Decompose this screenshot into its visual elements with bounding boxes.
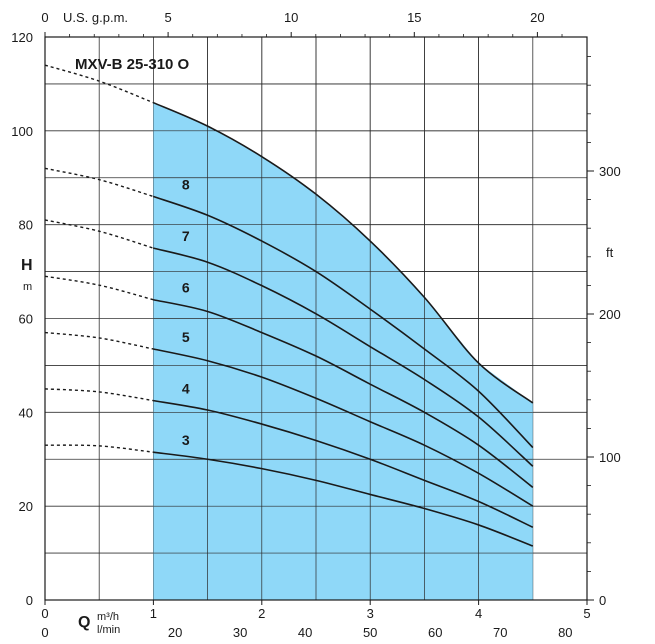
y-tick-label: 60 — [19, 312, 33, 327]
lpm-tick-label: 50 — [363, 625, 377, 640]
y-axis-symbol: H — [21, 257, 33, 274]
x-tick-label: 4 — [475, 606, 482, 621]
x-axis-unit: m³/h — [97, 611, 119, 623]
y-tick-label: 40 — [19, 405, 33, 420]
curves: 3 4 5 6 7 8 — [44, 64, 534, 547]
operating-area — [153, 37, 533, 600]
x-tick-label: 3 — [367, 606, 374, 621]
x-axis-symbol: Q — [78, 614, 90, 631]
lpm-tick-label: 0 — [41, 625, 48, 640]
curve-envelope — [153, 101, 534, 404]
y-tick-label: 120 — [11, 30, 33, 45]
lpm-tick-label: 60 — [428, 625, 442, 640]
curve-8 — [153, 195, 534, 449]
curve-6 — [153, 298, 534, 489]
curve-label-8: 8 — [182, 177, 190, 193]
curve-extension-4 — [44, 388, 154, 402]
gpm-tick-label: 5 — [164, 10, 171, 25]
ft-tick-label: 100 — [599, 450, 621, 465]
x-tick-label: 0 — [41, 606, 48, 621]
ft-tick-label: 200 — [599, 307, 621, 322]
top-axis-label: U.S. g.p.m. — [63, 10, 128, 25]
y-tick-label: 0 — [26, 593, 33, 608]
operating-range-fill — [153, 102, 533, 600]
curve-extension-8 — [44, 167, 154, 198]
right-axis-label: ft — [606, 245, 614, 260]
curve-4 — [153, 399, 534, 529]
curve-label-3: 3 — [182, 432, 190, 448]
curve-extension-3 — [44, 444, 154, 453]
lpm-tick-label: 40 — [298, 625, 312, 640]
x-tick-label: 1 — [150, 606, 157, 621]
curve-label-4: 4 — [182, 381, 190, 397]
curve-5 — [153, 348, 534, 507]
y-axis-unit: m — [23, 281, 32, 293]
curve-3 — [153, 451, 534, 547]
x-axis-unit-secondary: l/min — [97, 624, 120, 636]
curve-extension-envelope — [44, 64, 154, 104]
axis-ticks — [44, 32, 594, 605]
lpm-tick-label: 20 — [168, 625, 182, 640]
x-tick-label: 2 — [258, 606, 265, 621]
lpm-tick-label: 80 — [558, 625, 572, 640]
gpm-tick-label: 10 — [284, 10, 298, 25]
ft-tick-label: 300 — [599, 164, 621, 179]
lpm-tick-label: 70 — [493, 625, 507, 640]
gpm-tick-label: 15 — [407, 10, 421, 25]
gpm-tick-label: 20 — [530, 10, 544, 25]
lpm-tick-label: 30 — [233, 625, 247, 640]
curve-extension-5 — [44, 331, 154, 350]
curve-extension-6 — [44, 275, 154, 301]
y-tick-label: 20 — [19, 499, 33, 514]
curve-label-7: 7 — [182, 228, 190, 244]
curve-7 — [153, 247, 534, 467]
curve-label-5: 5 — [182, 329, 190, 345]
y-tick-label: 100 — [11, 124, 33, 139]
curve-extension-7 — [44, 219, 154, 249]
gpm-tick-label: 0 — [41, 10, 48, 25]
x-tick-label: 5 — [583, 606, 590, 621]
y-tick-label: 80 — [19, 218, 33, 233]
curve-label-6: 6 — [182, 280, 190, 296]
chart-title: MXV-B 25-310 O — [75, 56, 190, 73]
ft-tick-label: 0 — [599, 593, 606, 608]
